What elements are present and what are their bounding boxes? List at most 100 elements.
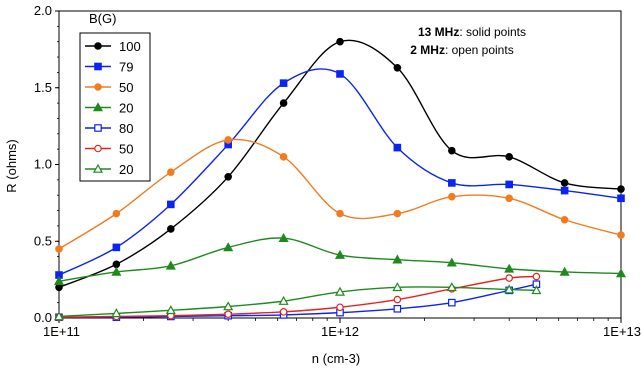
annotation: 2 MHz: open points [410, 43, 513, 57]
data-point [167, 225, 175, 233]
data-point [279, 153, 288, 161]
annotation: 13 MHz: solid points [418, 25, 526, 39]
data-point [448, 179, 456, 187]
series-line [58, 286, 537, 318]
data-point [112, 243, 121, 252]
legend-item: 100 [85, 39, 141, 54]
legend-marker [94, 42, 102, 50]
legend-label: 50 [119, 142, 133, 157]
data-point [446, 257, 457, 267]
legend-item: 80 [85, 121, 133, 136]
data-point [615, 268, 627, 278]
data-point [55, 245, 63, 253]
legend-label: 79 [119, 60, 133, 75]
data-point [53, 311, 65, 321]
data-point [560, 186, 569, 195]
series-4 [53, 232, 627, 285]
data-point [505, 274, 513, 282]
data-point [279, 99, 288, 107]
legend-marker [92, 163, 104, 173]
legend-items: 100 79 50 20 80 50 20 [85, 39, 141, 177]
y-tick-label: 2.0 [34, 3, 52, 18]
legend-marker [94, 62, 102, 71]
series-line [58, 138, 622, 250]
data-point [278, 295, 289, 305]
data-point [392, 282, 403, 292]
y-tick-label: 0.0 [34, 310, 52, 325]
data-point [224, 172, 232, 181]
data-point [504, 284, 515, 294]
annotation-text: : open points [445, 43, 514, 57]
data-point [223, 242, 234, 252]
series-1 [55, 37, 625, 292]
series-2 [55, 68, 625, 279]
annotation-bold: 2 MHz [410, 43, 445, 57]
data-point [505, 180, 513, 189]
series-3 [55, 136, 625, 253]
data-point [278, 232, 289, 242]
data-point [279, 79, 288, 87]
legend-label: 100 [119, 39, 141, 54]
legend-item: 50 [85, 80, 133, 95]
legend-item: 79 [85, 60, 133, 75]
legend-marker [92, 102, 104, 112]
data-point [111, 266, 122, 276]
series-layer [53, 37, 627, 322]
annotation-bold: 13 MHz [418, 25, 459, 39]
legend-title: B(G) [89, 11, 116, 26]
annotation-text: : solid points [459, 25, 526, 39]
data-point [334, 286, 346, 296]
data-point [334, 249, 346, 259]
data-point [167, 168, 175, 176]
data-point [165, 260, 176, 270]
data-point [559, 266, 570, 276]
x-axis-label: n (cm-3) [312, 351, 360, 366]
data-point [53, 275, 65, 285]
x-tick-label: 1E+12 [321, 324, 359, 339]
data-point [55, 283, 63, 292]
data-point [392, 254, 403, 264]
data-point [617, 231, 625, 239]
legend-item: 50 [85, 142, 133, 157]
legend-marker [94, 124, 102, 132]
series-7 [53, 282, 542, 321]
data-point [448, 298, 456, 307]
annotations: 13 MHz: solid points 2 MHz: open points [410, 25, 526, 57]
axes: 0.0 0.5 1.0 1.5 2.0 1E+11 1E+12 1E+13 [34, 3, 641, 339]
data-point [393, 143, 402, 152]
data-point [531, 285, 542, 295]
data-point [505, 153, 513, 161]
data-point [112, 209, 121, 218]
data-point [111, 308, 122, 318]
x-tick-label: 1E+13 [603, 324, 641, 339]
data-point [448, 146, 456, 155]
data-point [336, 303, 344, 312]
data-point [532, 272, 541, 281]
data-point [167, 200, 175, 209]
data-point [224, 136, 232, 144]
legend: B(G) 100 79 50 20 80 50 20 [79, 11, 151, 182]
data-point [560, 215, 569, 224]
data-point [505, 194, 513, 203]
series-5 [55, 280, 541, 322]
series-line [58, 275, 537, 318]
legend-label: 20 [119, 162, 133, 177]
y-axis-label: R (ohms) [4, 139, 19, 192]
legend-label: 20 [119, 101, 133, 116]
data-point [336, 37, 344, 46]
legend-label: 80 [119, 121, 133, 136]
data-point [336, 209, 344, 218]
y-tick-label: 0.5 [34, 233, 52, 248]
data-point [393, 63, 402, 72]
data-point [112, 260, 121, 269]
data-point [279, 308, 288, 316]
series-line [58, 283, 537, 318]
legend-label: 50 [119, 80, 133, 95]
data-point [165, 305, 176, 315]
data-point [617, 194, 625, 203]
data-point [504, 263, 515, 273]
data-point [448, 192, 456, 201]
y-tick-label: 1.5 [34, 80, 52, 95]
x-tick-label: 1E+11 [43, 324, 80, 339]
